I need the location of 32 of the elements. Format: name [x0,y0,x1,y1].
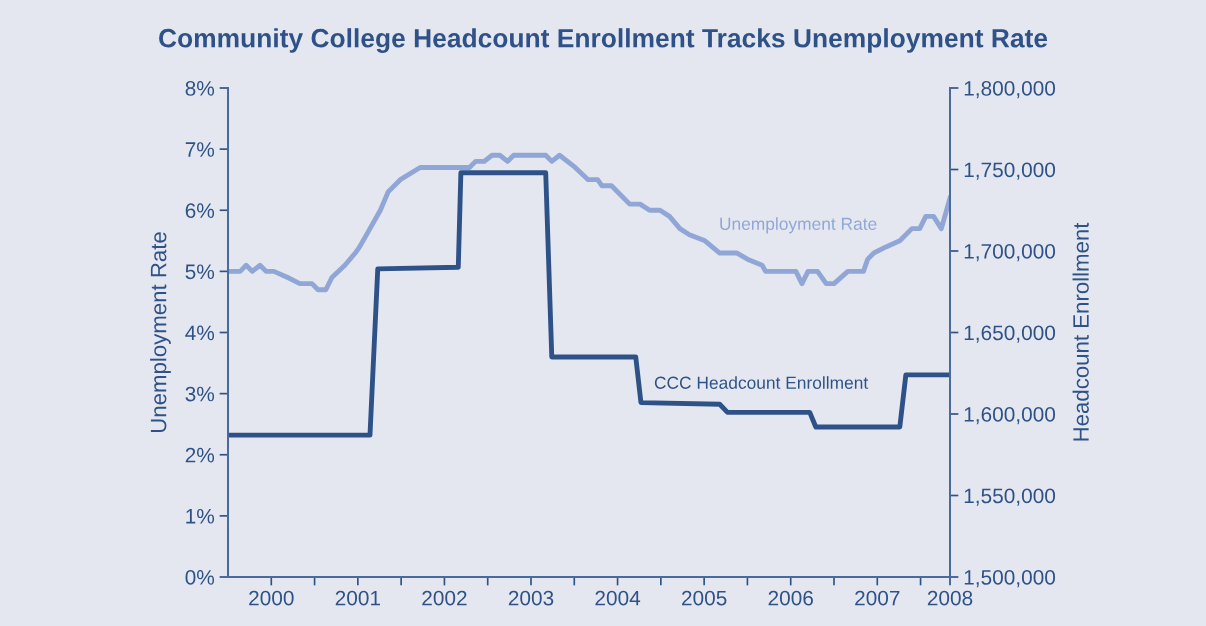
x-tick-label: 2001 [335,590,381,606]
y2-tick-label: 1,700,000 [964,244,1056,262]
line-series [228,170,950,438]
y2-axis-title: Headcount Enrollment [1072,222,1089,441]
y-tick-label: 7% [185,142,215,157]
y-tick-label: 1% [186,508,215,524]
y-tick-label: 6% [185,203,215,218]
x-tick-label: 2008 [927,590,973,606]
y-tick-label: 8% [185,81,215,96]
x-tick-label: 2007 [855,590,900,606]
x-tick-label: 2003 [508,590,554,606]
y2-tick-label: 1,550,000 [964,488,1056,506]
y-axis-title: Unemployment Rate [150,232,171,433]
x-tick-label: 2004 [595,590,641,606]
y-tick-label: 5% [185,264,215,280]
x-tick-label: 2005 [682,590,727,606]
series-label: CCC Headcount Enrollment [654,376,869,389]
x-tick-label: 2006 [768,590,813,606]
y-tick-label: 0% [185,570,215,585]
y-tick-label: 3% [185,386,215,402]
y2-tick-label: 1,600,000 [964,407,1056,425]
y2-tick-label: 1,500,000 [964,570,1056,588]
x-tick-label: 2000 [249,590,294,606]
y2-tick-label: 1,650,000 [964,325,1056,343]
y2-tick-label: 1,800,000 [964,81,1056,99]
line-series [228,152,950,293]
chart-title: Community College Headcount Enrollment Tracks Unemployment Rate [159,28,1048,53]
y-tick-label: 4% [185,325,215,341]
y2-tick-label: 1,750,000 [964,162,1056,180]
series-label: Unemployment Rate [720,217,877,234]
y-tick-label: 2% [185,447,215,463]
x-tick-label: 2002 [422,590,467,606]
